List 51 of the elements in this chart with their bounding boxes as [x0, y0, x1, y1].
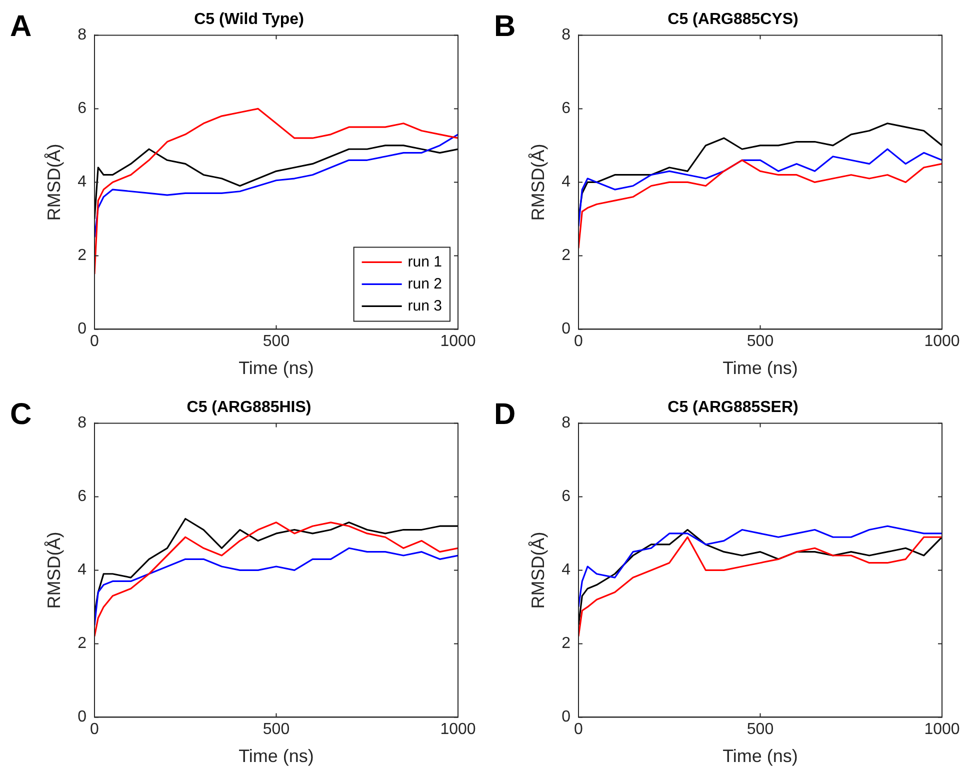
x-tick-label: 0	[574, 333, 584, 350]
text: C	[10, 398, 32, 432]
chart-title: C5 (ARG885CYS)	[668, 11, 798, 28]
y-tick-label: 6	[78, 100, 87, 118]
x-tick-label: 1000	[440, 721, 476, 738]
x-tick-label: 500	[746, 721, 774, 738]
x-axis-title: Time (ns)	[238, 358, 314, 378]
x-axis-title: Time (ns)	[722, 746, 798, 766]
y-tick-label: 2	[78, 247, 87, 264]
y-axis-title: RMSD(Å)	[528, 144, 548, 221]
y-tick-label: 2	[562, 635, 571, 652]
y-tick-label: 6	[562, 488, 571, 506]
y-axis-title: RMSD(Å)	[44, 532, 64, 609]
x-tick-label: 0	[90, 721, 100, 738]
y-tick-label: 2	[562, 247, 571, 264]
y-tick-label: 4	[78, 174, 87, 191]
y-tick-label: 8	[78, 26, 87, 44]
x-tick-label: 500	[746, 333, 774, 350]
y-tick-label: 2	[78, 635, 87, 652]
y-tick-label: 4	[562, 562, 571, 579]
y-axis-title: RMSD(Å)	[528, 532, 548, 609]
y-tick-label: 0	[562, 320, 571, 338]
y-tick-label: 8	[78, 414, 87, 432]
y-tick-label: 0	[78, 708, 87, 726]
y-axis-title: RMSD(Å)	[44, 144, 64, 221]
y-tick-label: 8	[562, 414, 571, 432]
text: A	[10, 10, 32, 44]
y-tick-label: 4	[78, 562, 87, 579]
chart-title: C5 (ARG885SER)	[668, 399, 798, 416]
x-tick-label: 1000	[924, 333, 960, 350]
text: D	[494, 398, 516, 432]
y-tick-label: 4	[562, 174, 571, 191]
chart-title: C5 (Wild Type)	[194, 11, 304, 28]
y-tick-label: 0	[562, 708, 571, 726]
x-tick-label: 0	[90, 333, 100, 350]
y-tick-label: 0	[78, 320, 87, 338]
x-axis-title: Time (ns)	[722, 358, 798, 378]
legend-label: run 3	[408, 297, 442, 314]
x-axis-title: Time (ns)	[238, 746, 314, 766]
legend-label: run 1	[408, 253, 442, 270]
y-tick-label: 8	[562, 26, 571, 44]
x-tick-label: 1000	[924, 721, 960, 738]
chart-title: C5 (ARG885HIS)	[186, 399, 312, 416]
x-tick-label: 500	[262, 721, 290, 738]
x-tick-label: 1000	[440, 333, 476, 350]
legend-label: run 2	[408, 275, 442, 292]
text: B	[494, 10, 516, 44]
y-tick-label: 6	[78, 488, 87, 506]
x-tick-label: 500	[262, 333, 290, 350]
y-tick-label: 6	[562, 100, 571, 118]
x-tick-label: 0	[574, 721, 584, 738]
